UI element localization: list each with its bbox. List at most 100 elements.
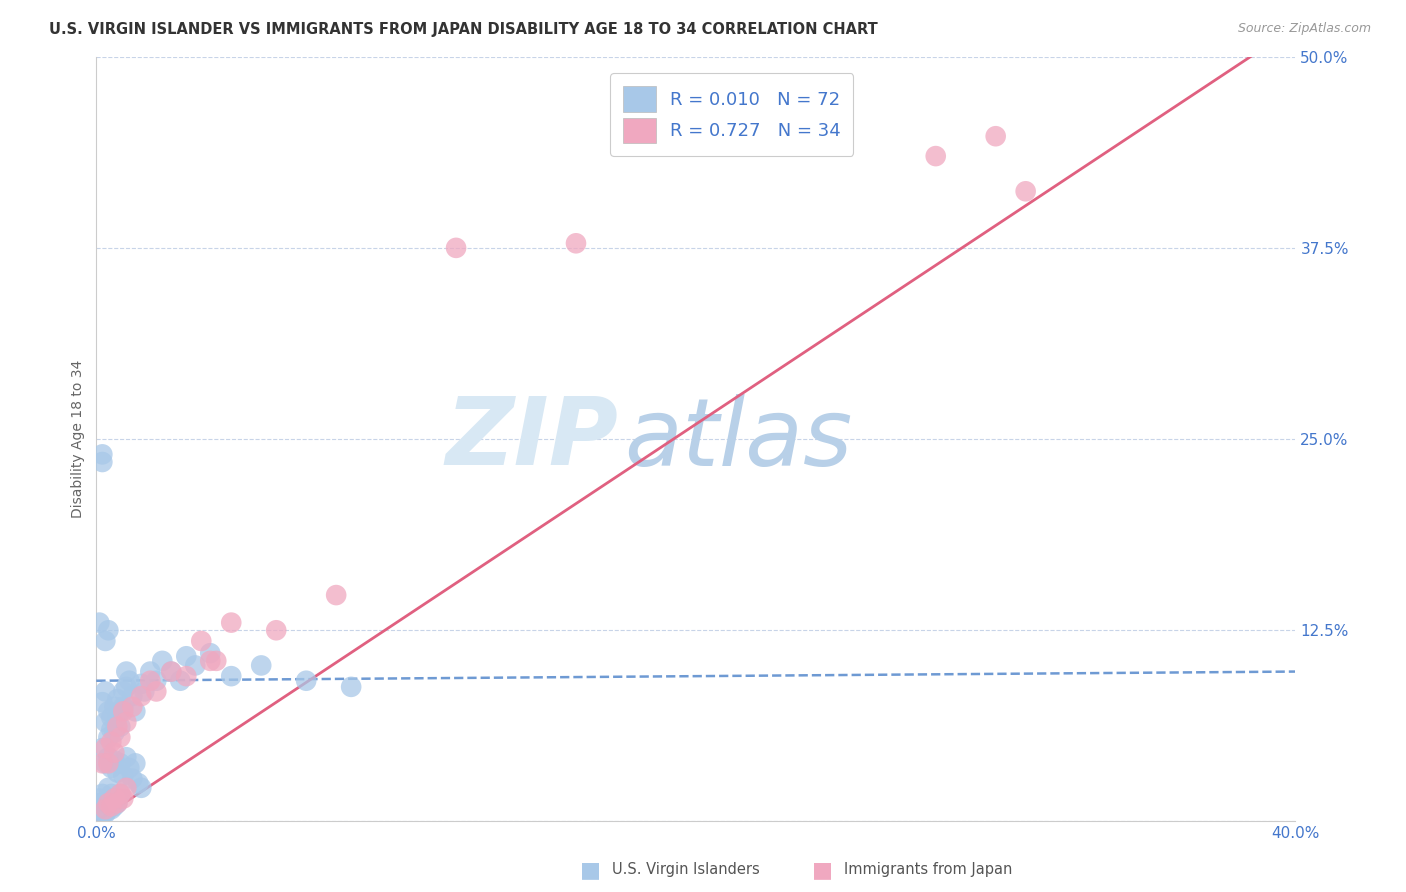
Text: U.S. Virgin Islanders: U.S. Virgin Islanders [612,863,759,877]
Point [110,787,132,801]
Point [121,699,143,714]
Point [112,699,135,714]
Point [219,669,242,683]
Point [91,808,114,822]
Point [121,772,143,786]
Point [91,802,114,816]
Point [105,710,128,724]
Point [94,799,117,814]
Point [340,680,363,694]
Point [91,741,114,756]
Point [565,236,588,251]
Point [124,704,146,718]
Point [103,799,125,814]
Point [112,684,135,698]
Point [91,455,114,469]
Point [97,731,120,745]
Point [97,780,120,795]
Point [115,665,138,679]
Legend: R = 0.010   N = 72, R = 0.727   N = 34: R = 0.010 N = 72, R = 0.727 N = 34 [610,73,853,156]
Point [89,791,111,805]
Point [200,654,222,668]
Point [94,802,117,816]
Point [89,796,111,810]
Point [100,799,122,814]
Point [145,673,167,688]
Point [190,634,212,648]
Point [103,791,125,805]
Point [131,780,153,795]
Point [984,129,1007,144]
Text: ZIP: ZIP [446,393,619,485]
Point [250,658,273,673]
Point [103,725,125,739]
Point [97,796,120,810]
Point [115,680,138,694]
Point [100,735,122,749]
Point [112,704,135,718]
Point [124,756,146,771]
Point [89,615,111,630]
Point [97,704,120,718]
Point [105,692,128,706]
Text: atlas: atlas [624,393,852,484]
Text: Immigrants from Japan: Immigrants from Japan [844,863,1012,877]
Point [110,787,132,801]
Point [264,624,287,638]
Point [925,149,948,163]
Point [325,588,347,602]
Point [110,731,132,745]
Point [103,791,125,805]
Point [160,665,183,679]
Point [97,756,120,771]
Point [91,806,114,821]
Point [103,746,125,760]
Point [115,750,138,764]
Y-axis label: Disability Age 18 to 34: Disability Age 18 to 34 [72,360,86,518]
Point [100,710,122,724]
Point [150,654,173,668]
Point [94,756,117,771]
Point [205,654,228,668]
Text: U.S. VIRGIN ISLANDER VS IMMIGRANTS FROM JAPAN DISABILITY AGE 18 TO 34 CORRELATIO: U.S. VIRGIN ISLANDER VS IMMIGRANTS FROM … [49,22,877,37]
Point [110,720,132,734]
Point [100,723,122,737]
Point [94,805,117,820]
Point [1014,184,1036,198]
Point [97,796,120,810]
Point [91,787,114,801]
Point [200,646,222,660]
Point [219,615,242,630]
Point [127,776,149,790]
Point [174,669,197,683]
Point [112,791,135,805]
Point [94,714,117,729]
Point [184,658,207,673]
Point [139,673,162,688]
Point [105,765,128,780]
Point [131,689,153,703]
Point [94,741,117,756]
Point [118,761,141,775]
Point [115,780,138,795]
Point [145,684,167,698]
Point [103,753,125,767]
Point [94,634,117,648]
Point [174,649,197,664]
Point [100,787,122,801]
Point [94,684,117,698]
Point [91,756,114,771]
Point [94,806,117,821]
Point [118,673,141,688]
Point [121,689,143,703]
Point [112,768,135,782]
Point [110,704,132,718]
Point [97,802,120,816]
Point [110,756,132,771]
Point [444,241,467,255]
Point [97,750,120,764]
Point [100,802,122,816]
Point [103,699,125,714]
Text: ■: ■ [581,860,600,880]
Point [91,695,114,709]
